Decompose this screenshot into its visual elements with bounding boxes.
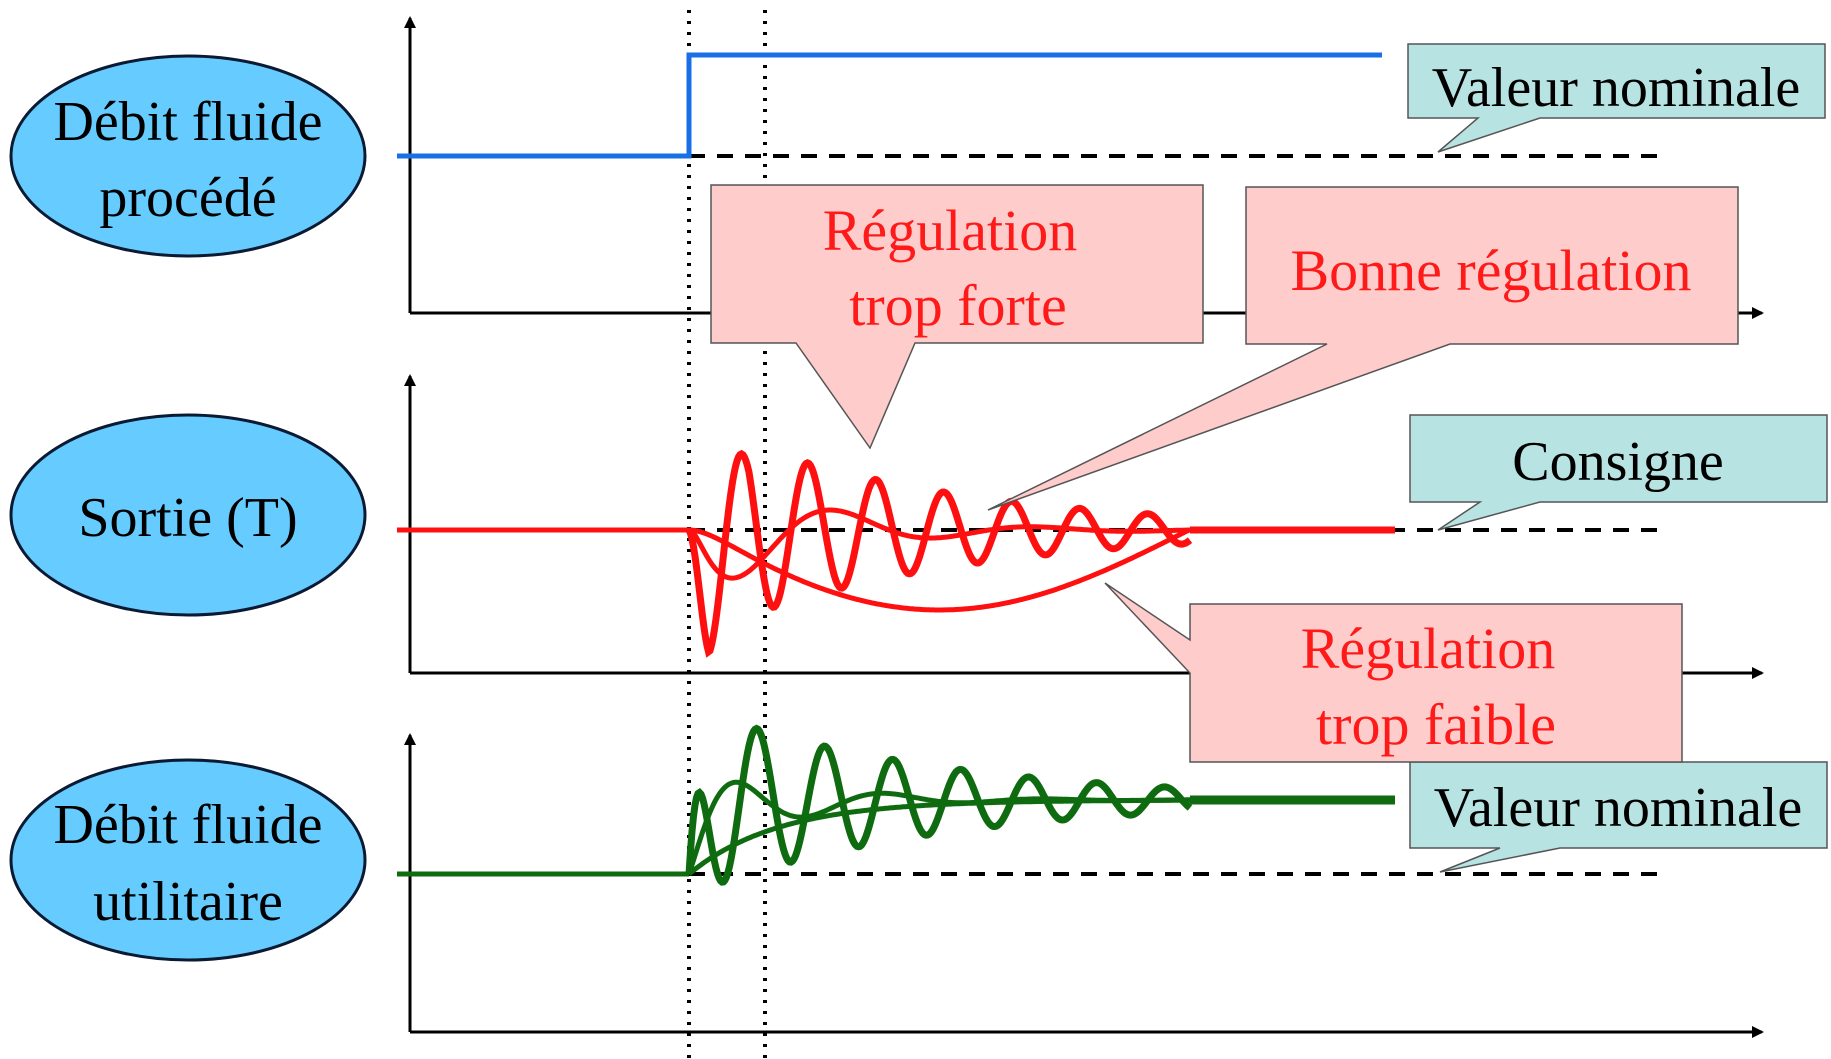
callout-too-weak-line1: Régulation [1301, 616, 1556, 681]
ellipse-process-flow: Débit fluide procédé [9, 54, 367, 258]
output-curve-weak [689, 527, 1191, 613]
callout-too-weak: Régulation trop faible [1104, 582, 1683, 763]
ellipse-process-flow-line2: procédé [99, 167, 276, 229]
ellipse-output: Sortie (T) [9, 413, 367, 617]
callout-too-weak-line2: trop faible [1316, 692, 1556, 757]
callout-consigne-text: Consigne [1512, 431, 1724, 493]
ellipse-output-label: Sortie (T) [78, 487, 297, 549]
output-curve-good [688, 507, 1190, 581]
callout-top-nominal-text: Valeur nominale [1432, 57, 1801, 119]
utility-curve-strong [685, 724, 1193, 886]
callout-bottom-nominal-text: Valeur nominale [1434, 777, 1803, 839]
callout-good-text: Bonne régulation [1290, 238, 1691, 303]
output-curve-strong [685, 449, 1193, 658]
utility-curves [397, 724, 1395, 886]
callout-top-nominal: Valeur nominale [1407, 43, 1826, 153]
callout-consigne: Consigne [1409, 414, 1828, 531]
callout-bottom-nominal: Valeur nominale [1409, 761, 1828, 873]
callout-too-strong: Régulation trop forte [710, 184, 1204, 450]
callout-good: Bonne régulation [987, 186, 1739, 511]
callout-too-strong-line1: Régulation [823, 198, 1078, 263]
ellipse-utility-flow: Débit fluide utilitaire [9, 758, 367, 962]
axes-bottom [404, 733, 1764, 1038]
output-curves [397, 449, 1395, 658]
ellipse-utility-flow-line2: utilitaire [93, 871, 283, 933]
ellipse-process-flow-line1: Débit fluide [53, 91, 322, 153]
process-flow-step [397, 52, 1382, 159]
ellipse-utility-flow-line1: Débit fluide [53, 794, 322, 856]
callout-too-strong-line2: trop forte [849, 273, 1066, 338]
